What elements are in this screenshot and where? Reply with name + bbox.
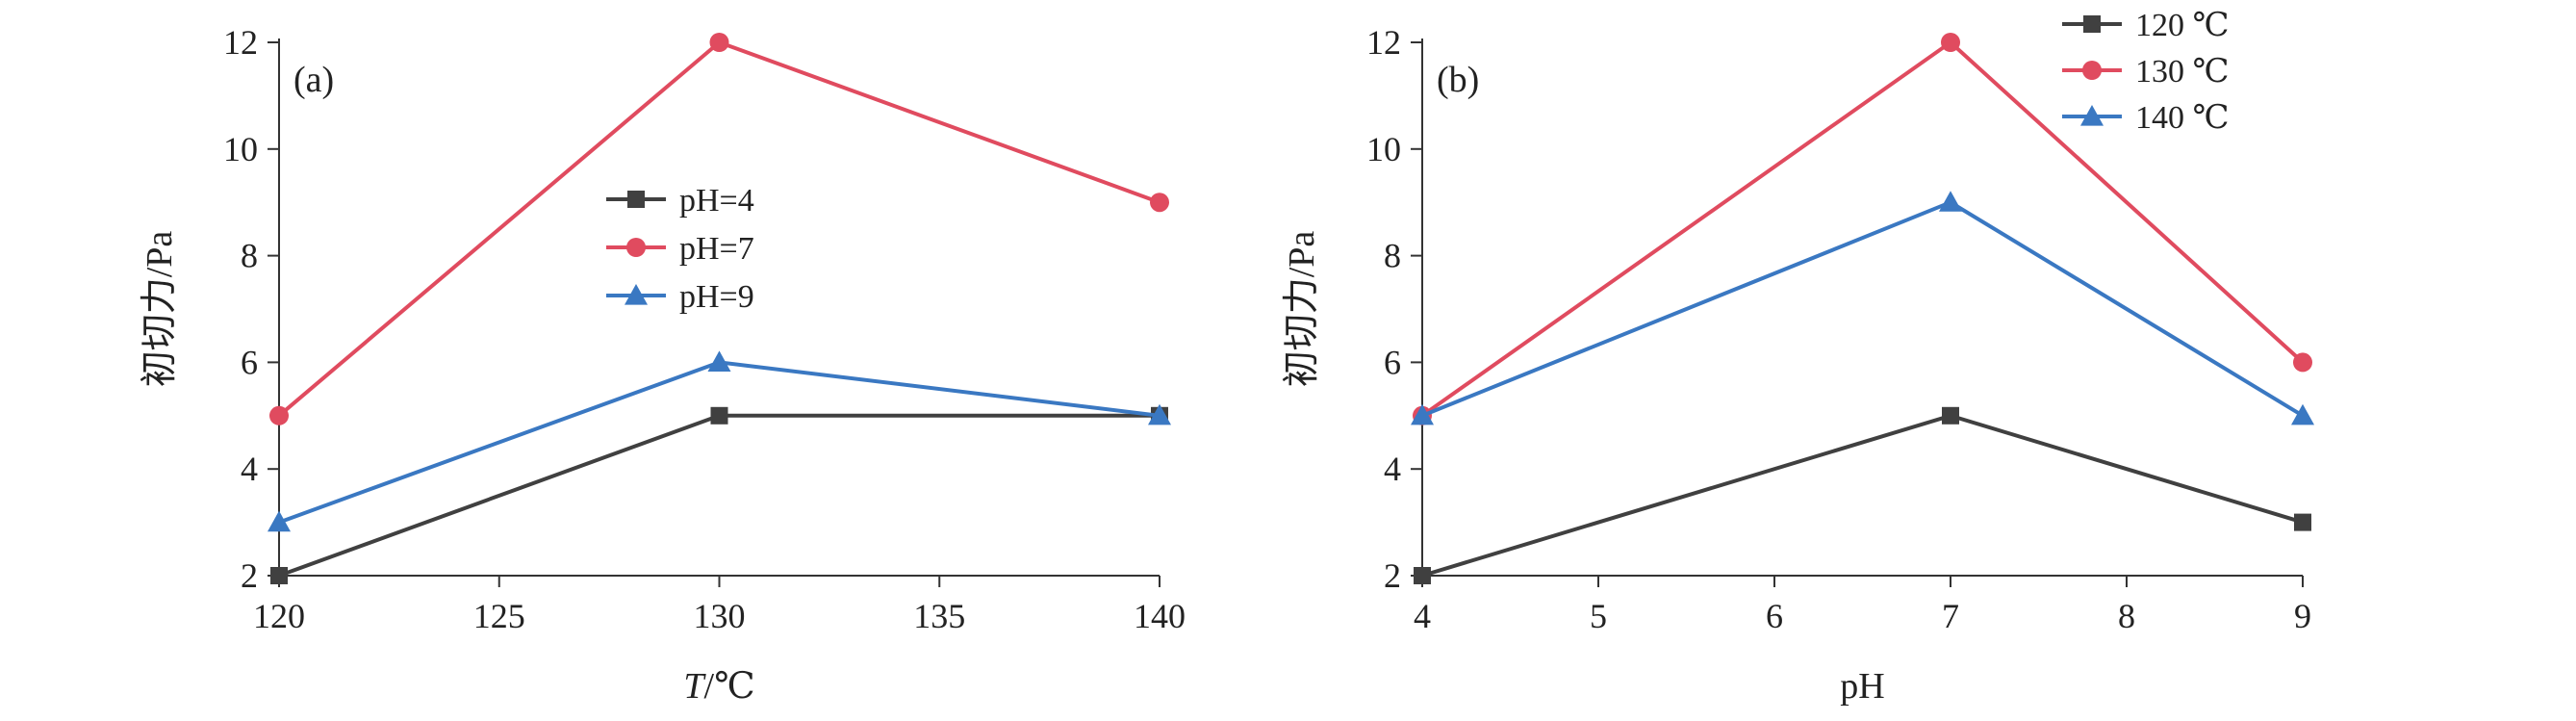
data-point [1939, 191, 1962, 212]
legend-marker [625, 284, 648, 305]
data-point [270, 567, 288, 584]
legend-label: 130 ℃ [2135, 54, 2230, 90]
y-tick-label: 4 [241, 450, 258, 488]
panel-label: (b) [1437, 60, 1479, 100]
data-point [1148, 403, 1171, 425]
x-tick-label: 9 [2294, 597, 2311, 635]
legend-marker [2080, 105, 2104, 126]
legend-marker [626, 238, 646, 257]
legend-label: 120 ℃ [2135, 8, 2230, 43]
legend-label: pH=9 [679, 279, 754, 315]
x-axis-label: T/℃ [683, 666, 754, 707]
series-line [278, 360, 1160, 525]
chart-panel-a: 2 4 6 8 10 12 120 125 130 135 140 (a) 初切力/Pa T/℃ pH=4 p… [140, 23, 1186, 707]
y-tick-label: 2 [241, 556, 258, 595]
y-tick-label: 6 [1384, 343, 1401, 381]
series-line [1420, 39, 2305, 418]
y-tick-label: 8 [241, 237, 258, 275]
x-tick-label: 130 [694, 597, 746, 635]
panel-label: (a) [293, 60, 334, 100]
data-point [269, 405, 289, 425]
series-line [1421, 199, 2305, 418]
y-tick-label: 2 [1384, 556, 1401, 595]
legend-label: 140 ℃ [2135, 100, 2230, 136]
legend-label: pH=7 [679, 231, 754, 267]
data-point [1411, 403, 1434, 425]
y-tick-label: 6 [241, 343, 258, 381]
legend-marker [627, 191, 645, 208]
y-tick-label: 8 [1384, 237, 1401, 275]
data-point [1942, 406, 1959, 425]
x-tick-label: 140 [1134, 597, 1186, 635]
y-axis-label: 初切力/Pa [1282, 231, 1322, 388]
data-point [1941, 33, 1960, 52]
data-point [1414, 567, 1431, 584]
y-tick-label: 12 [1366, 23, 1401, 62]
x-axis-label: pH [1840, 666, 1884, 707]
y-tick-label: 12 [223, 23, 258, 62]
data-point [709, 33, 729, 52]
y-tick-label: 10 [223, 130, 258, 168]
y-axis-label: 初切力/Pa [140, 231, 180, 388]
data-point [268, 510, 291, 532]
x-tick-label: 125 [473, 597, 525, 635]
data-point [2293, 352, 2312, 373]
series-line [1421, 413, 2304, 578]
series-line [278, 413, 1160, 578]
data-point [2294, 513, 2311, 531]
data-point [710, 406, 728, 425]
data-point [707, 350, 731, 372]
x-tick-label: 5 [1590, 597, 1607, 635]
x-tick-label: 8 [2118, 597, 2135, 635]
x-tick-label: 7 [1942, 597, 1959, 635]
x-tick-label: 6 [1766, 597, 1783, 635]
legend-marker [2083, 15, 2101, 33]
legend-marker [2082, 61, 2102, 80]
x-tick-label: 4 [1414, 597, 1431, 635]
y-tick-label: 10 [1366, 130, 1401, 168]
y-tick-label: 4 [1384, 450, 1401, 488]
data-point [2291, 403, 2314, 425]
x-tick-label: 135 [913, 597, 965, 635]
x-tick-label: 120 [253, 597, 305, 635]
legend-label: pH=4 [679, 183, 754, 219]
data-point [1150, 193, 1169, 213]
